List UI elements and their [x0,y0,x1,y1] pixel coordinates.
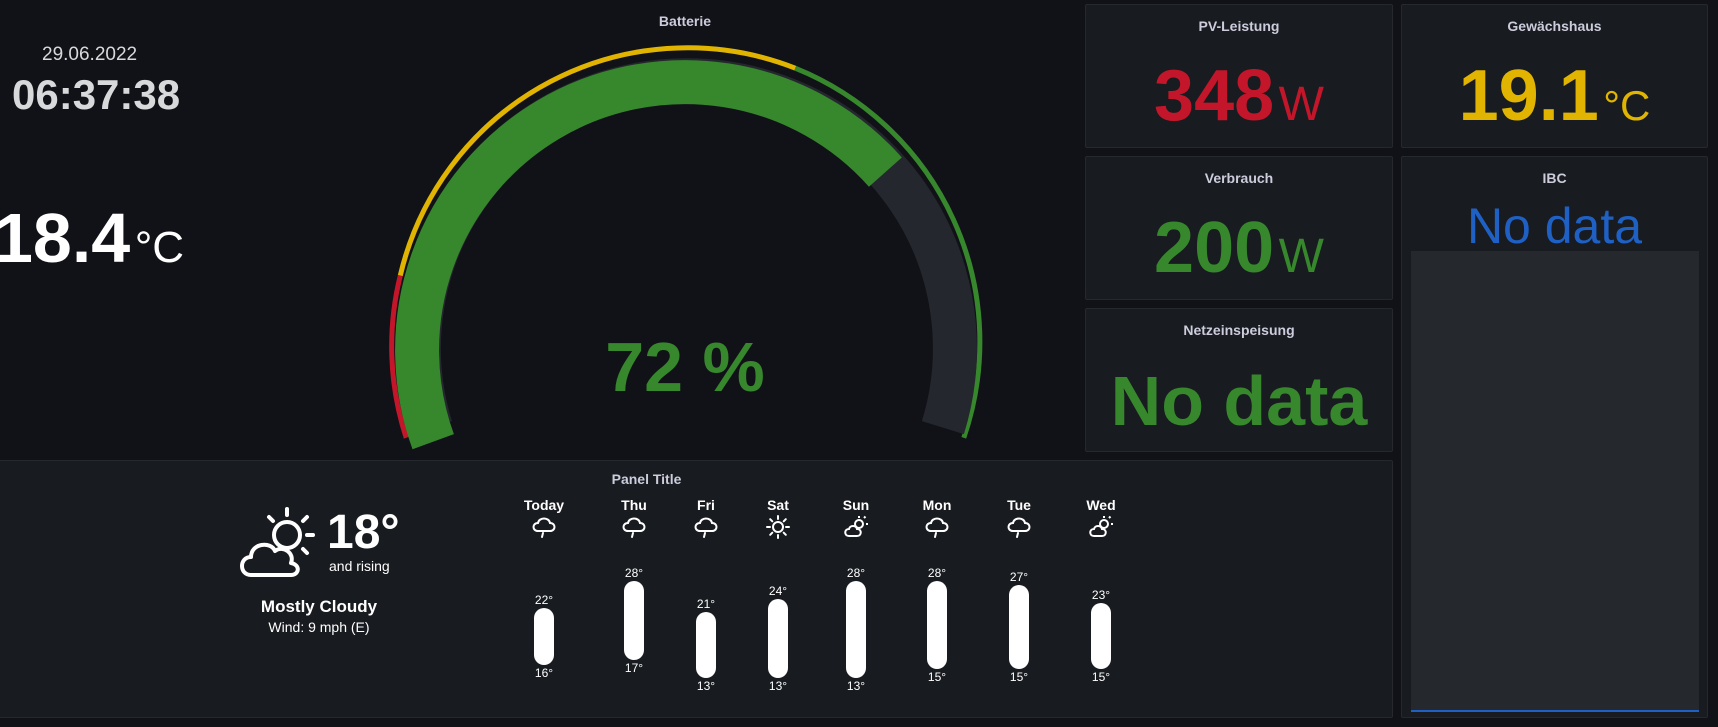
forecast-day-name: Mon [922,497,952,513]
clock-time: 06:37:38 [12,71,181,118]
battery-title: Batterie [658,13,712,29]
consumption-unit: W [1278,230,1324,283]
weather-panel-title: Panel Title [611,471,682,487]
forecast-day: Sun [826,497,886,544]
pv-title: PV-Leistung [1198,18,1280,34]
battery-value: 72 % [605,328,765,406]
ibc-value: No data [1466,198,1643,254]
forecast-day: Thu [604,497,664,544]
greenhouse-title: Gewächshaus [1507,18,1602,34]
sun-icon [748,515,808,544]
forecast-high: 28° [927,565,947,580]
forecast-range-bar [1091,603,1111,669]
forecast-high: 27° [1009,570,1029,584]
forecast-day: Wed [1071,497,1131,544]
partly-cloudy-sun-icon [240,507,315,577]
cloud-drizzle-icon [514,515,574,544]
feed-in-title: Netzeinspeisung [1183,322,1295,338]
forecast-low: 13° [768,679,788,693]
weather-panel: Panel Title 18° and rising Mostly Cloudy… [0,460,1393,718]
forecast-day: Today [514,497,574,544]
consumption-value: 200 [1154,208,1275,288]
consumption-panel: Verbrauch 200 W [1085,156,1393,300]
current-wind: Wind: 9 mph (E) [268,619,370,635]
pv-panel: PV-Leistung 348 W [1085,4,1393,148]
feed-in-panel: Netzeinspeisung No data [1085,308,1393,452]
forecast-low: 13° [846,679,866,693]
greenhouse-value: 19.1 [1458,56,1599,136]
greenhouse-panel: Gewächshaus 19.1 °C [1401,4,1708,148]
gauge-threshold-green [794,65,983,439]
outdoor-temperature: 18.4 °C [0,198,184,278]
partly-cloudy-sun-icon [826,515,886,544]
gauge-threshold-red [389,274,409,439]
forecast-range-bar [927,580,947,669]
battery-gauge [389,45,983,450]
greenhouse-unit: °C [1603,82,1651,129]
ibc-panel: IBC No data [1401,156,1708,718]
forecast-day-name: Fri [697,497,715,513]
forecast-high: 22° [534,592,554,607]
forecast-range-bar [696,612,716,678]
forecast-range-bar [624,580,644,660]
forecast-day: Mon [907,497,967,544]
partly-cloudy-sun-icon [1071,515,1131,544]
forecast-day: Sat [748,497,808,544]
forecast-low: 15° [1091,670,1111,684]
feed-in-value: No data [1110,362,1368,440]
forecast-range-bar [1009,585,1029,669]
gauge-threshold-yellow [397,45,797,277]
forecast-low: 17° [624,661,644,675]
forecast-day-name: Sat [767,497,789,513]
cloud-drizzle-icon [604,515,664,544]
forecast-high: 28° [846,565,866,580]
forecast-day-name: Tue [1007,497,1031,513]
forecast-high: 28° [624,565,644,580]
current-temperature: 18° [327,506,400,559]
pv-unit: W [1278,78,1324,131]
forecast-day-name: Sun [842,497,870,513]
consumption-title: Verbrauch [1204,170,1274,186]
ibc-graph-area [1411,251,1699,712]
greenhouse-stat: 19.1 °C [1402,55,1707,137]
forecast-range-bar [534,607,554,665]
forecast-low: 16° [534,665,554,680]
clock-date: 29.06.2022 [42,44,138,65]
forecast-day-name: Wed [1086,497,1116,513]
forecast-day-name: Thu [621,497,647,513]
cloud-drizzle-icon [676,515,736,544]
forecast-range-bar [846,580,866,678]
forecast-high: 23° [1091,588,1111,602]
forecast-day-name: Today [523,497,565,513]
gauge-value-arc [395,60,902,450]
ibc-title: IBC [1542,170,1567,186]
forecast-day: Tue [989,497,1049,544]
cloud-drizzle-icon [907,515,967,544]
pv-stat: 348 W [1086,55,1392,137]
outdoor-temperature-value: 18.4 [0,199,131,277]
current-trend: and rising [329,558,390,574]
forecast-high: 24° [768,583,788,598]
outdoor-temperature-unit: °C [134,223,185,272]
forecast-range-bar [768,598,788,678]
pv-value: 348 [1154,56,1275,136]
battery-panel: Batterie 72 % [380,0,990,458]
forecast-high: 21° [696,597,716,611]
forecast-low: 13° [696,679,716,693]
consumption-stat: 200 W [1086,207,1392,289]
forecast-day: Fri [676,497,736,544]
current-condition: Mostly Cloudy [260,597,378,616]
cloud-drizzle-icon [989,515,1049,544]
forecast-low: 15° [1009,670,1029,684]
forecast-low: 15° [927,670,947,684]
